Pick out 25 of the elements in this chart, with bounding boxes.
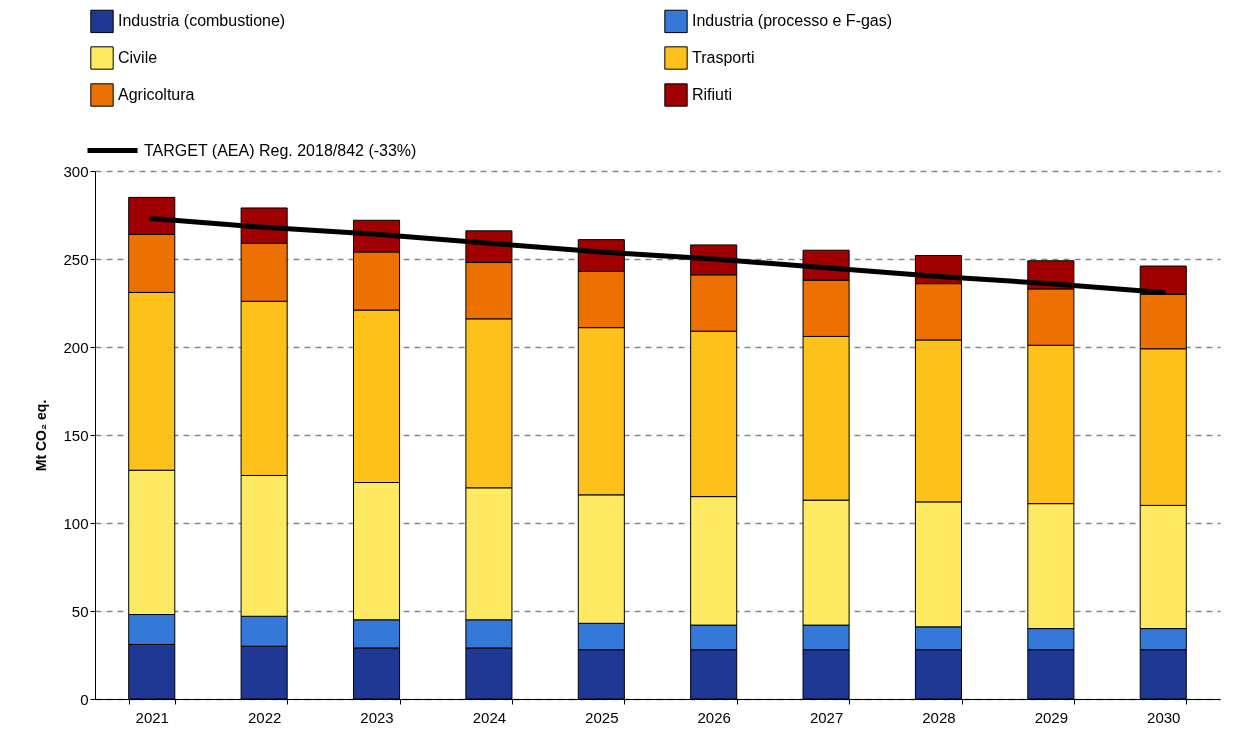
y-tick-label: 100 <box>63 514 89 532</box>
y-axis-title: Mt CO₂ eq. <box>33 399 50 472</box>
y-tick-label: 300 <box>63 162 89 180</box>
x-tick-label: 2025 <box>585 708 619 726</box>
x-tick-label: 2030 <box>1147 708 1181 726</box>
legend-label: Rifiuti <box>692 86 733 103</box>
y-tick-label: 150 <box>63 426 89 444</box>
x-tick-label: 2027 <box>809 708 844 726</box>
x-tick-label: 2024 <box>472 708 507 726</box>
x-tick-label: 2029 <box>1034 708 1069 726</box>
y-tick-label: 250 <box>63 250 89 268</box>
legend-label: TARGET (AEA) Reg. 2018/842 (-33%) <box>144 141 417 159</box>
legend-label: Industria (combustione) <box>118 12 286 30</box>
legend-label: Agricoltura <box>118 86 195 103</box>
x-tick-label: 2023 <box>360 708 394 726</box>
y-tick-label: 200 <box>63 338 89 356</box>
y-tick-label: 0 <box>80 690 89 708</box>
legend-label: Civile <box>118 49 158 66</box>
x-tick-label: 2026 <box>697 708 731 726</box>
legend-label: Trasporti <box>692 49 755 66</box>
x-tick-label: 2021 <box>135 708 169 726</box>
legend-label: Industria (processo e F-gas) <box>692 12 893 30</box>
x-tick-label: 2022 <box>247 708 282 726</box>
x-tick-label: 2028 <box>922 708 956 726</box>
y-tick-label: 50 <box>71 602 89 620</box>
